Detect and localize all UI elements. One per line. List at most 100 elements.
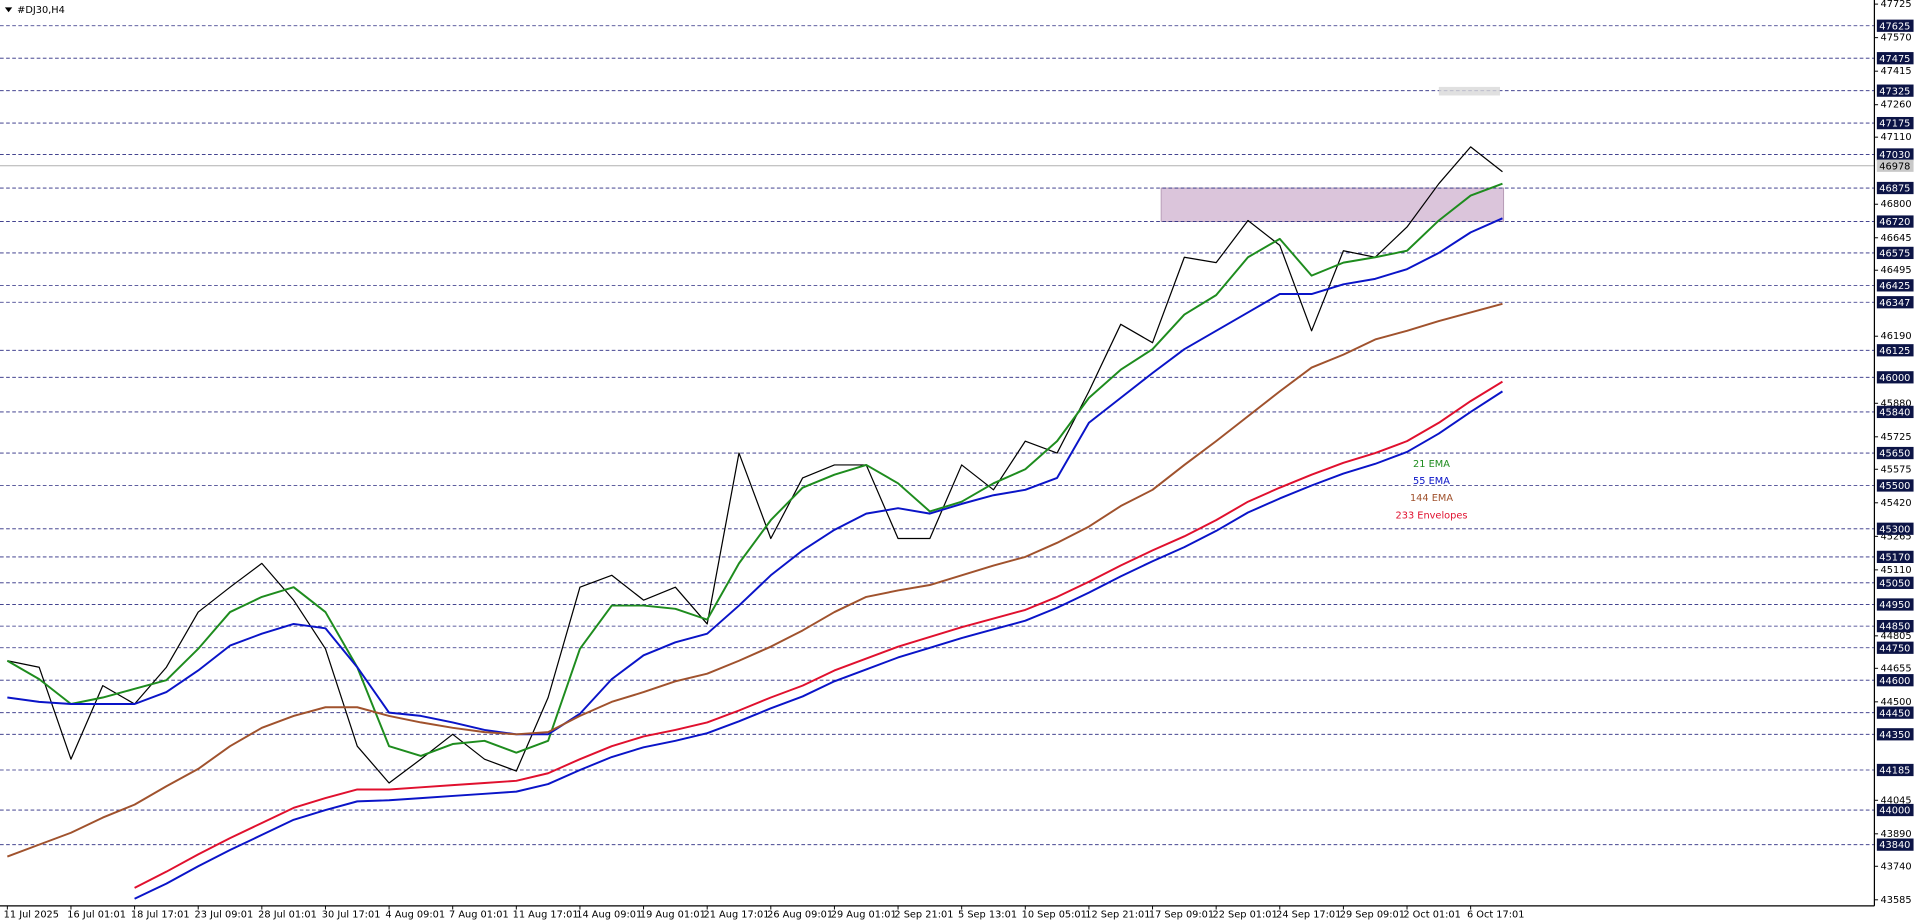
- y-tick-label: 45265: [1881, 531, 1912, 542]
- y-tick-label: 45725: [1881, 432, 1912, 443]
- series-line: [134, 380, 1503, 889]
- level-label: 45840: [1879, 408, 1910, 419]
- level-label-box: [1876, 598, 1914, 611]
- level-label: 46347: [1879, 298, 1910, 309]
- current-price-box: [1876, 159, 1914, 172]
- level-label-box: [1876, 215, 1914, 228]
- high-marker: [1438, 86, 1501, 96]
- series-line: [7, 146, 1503, 784]
- level-label-box: [1876, 181, 1914, 195]
- level-label: 43840: [1879, 840, 1910, 851]
- y-tick-label: 47260: [1881, 100, 1912, 111]
- y-tick-label: 44805: [1881, 631, 1912, 642]
- series-line: [6, 302, 1503, 858]
- x-tick-label: 6 Oct 17:01: [1467, 909, 1525, 920]
- level-label-box: [1876, 19, 1914, 32]
- level-label: 44000: [1879, 806, 1910, 817]
- level-label: 46720: [1879, 217, 1910, 228]
- x-tick-label: 29 Aug 01:01: [831, 909, 897, 920]
- levels-layer: [0, 25, 1875, 846]
- x-tick-label: 11 Jul 2025: [4, 909, 59, 920]
- level-label: 47325: [1879, 86, 1910, 97]
- level-label: 46425: [1879, 281, 1910, 292]
- level-label: 47175: [1879, 119, 1910, 130]
- x-tick-label: 19 Aug 01:01: [640, 909, 706, 920]
- level-label-box: [1876, 522, 1914, 535]
- series-line: [7, 217, 1503, 736]
- level-label-box: [1876, 838, 1914, 851]
- level-label: 44950: [1879, 600, 1910, 611]
- y-tick-label: 45575: [1881, 464, 1912, 475]
- x-tick-label: 10 Sep 05:01: [1022, 909, 1087, 920]
- y-tick-label: 43740: [1881, 861, 1912, 872]
- x-tick-label: 22 Sep 01:01: [1212, 909, 1277, 920]
- level-label-box: [1876, 116, 1914, 130]
- level-label: 44850: [1879, 622, 1910, 633]
- title-arrow: [4, 7, 13, 13]
- y-tick-label: 43890: [1881, 829, 1912, 840]
- y-tick-label: 46190: [1881, 331, 1912, 342]
- level-label: 45170: [1879, 552, 1910, 563]
- x-tick-label: 5 Sep 13:01: [958, 909, 1017, 920]
- x-tick-label: 16 Jul 01:01: [67, 909, 126, 920]
- level-label: 47475: [1879, 54, 1910, 65]
- current-price-label: 46978: [1879, 161, 1910, 172]
- level-label-box: [1876, 148, 1914, 161]
- x-tick-label: 18 Jul 17:01: [131, 909, 190, 920]
- y-tick-label: 47570: [1881, 33, 1912, 44]
- level-label-box: [1876, 296, 1914, 309]
- level-label-box: [1876, 52, 1914, 65]
- level-label: 46875: [1879, 184, 1910, 195]
- x-tick-label: 28 Jul 01:01: [258, 909, 317, 920]
- level-label-box: [1876, 371, 1914, 384]
- level-label: 45650: [1879, 449, 1910, 460]
- level-label-box: [1876, 84, 1914, 97]
- x-tick-label: 2 Sep 21:01: [894, 909, 953, 920]
- y-tick-label: 45420: [1881, 498, 1912, 509]
- y-tick-label: 46495: [1881, 265, 1912, 276]
- y-tick-label: 44500: [1881, 697, 1912, 708]
- level-label: 44185: [1879, 766, 1910, 777]
- level-label-box: [1876, 344, 1914, 357]
- level-label-box: [1876, 763, 1914, 777]
- level-label-box: [1876, 674, 1914, 687]
- series-label: 21 EMA: [1413, 459, 1450, 470]
- y-tick-label: 44655: [1881, 663, 1912, 674]
- x-tick-label: 29 Sep 09:01: [1340, 909, 1405, 920]
- y-tick-label: 43585: [1881, 895, 1912, 906]
- x-tick-label: 24 Sep 17:01: [1276, 909, 1341, 920]
- level-label-box: [1876, 279, 1914, 292]
- level-label: 45500: [1879, 481, 1910, 492]
- x-tick-label: 23 Jul 09:01: [195, 909, 254, 920]
- x-tick-label: 21 Aug 17:01: [704, 909, 770, 920]
- level-label-box: [1876, 550, 1914, 564]
- level-label: 44750: [1879, 643, 1910, 654]
- level-label: 44350: [1879, 730, 1910, 741]
- y-tick-label: 44045: [1881, 795, 1912, 806]
- level-label-box: [1876, 803, 1914, 817]
- level-label-box: [1876, 446, 1914, 460]
- y-tick-label: 46645: [1881, 233, 1912, 244]
- x-tick-label: 2 Oct 01:01: [1403, 909, 1461, 920]
- series-label: 55 EMA: [1413, 476, 1450, 487]
- x-tick-label: 17 Sep 09:01: [1149, 909, 1214, 920]
- level-label: 44600: [1879, 676, 1910, 687]
- level-label: 47030: [1879, 150, 1910, 161]
- x-tick-label: 11 Aug 17:01: [513, 909, 579, 920]
- x-tick-label: 30 Jul 17:01: [322, 909, 381, 920]
- level-label: 45050: [1879, 578, 1910, 589]
- x-tick-label: 26 Aug 09:01: [767, 909, 833, 920]
- level-label: 47625: [1879, 21, 1910, 32]
- level-label-box: [1876, 728, 1914, 741]
- y-tick-label: 47415: [1881, 66, 1912, 77]
- series-line: [6, 182, 1503, 757]
- x-tick-label: 4 Aug 09:01: [385, 909, 445, 920]
- level-label-box: [1876, 576, 1914, 589]
- x-tick-label: 12 Sep 21:01: [1085, 909, 1150, 920]
- x-tick-label: 14 Aug 09:01: [576, 909, 642, 920]
- x-tick-label: 7 Aug 01:01: [449, 909, 509, 920]
